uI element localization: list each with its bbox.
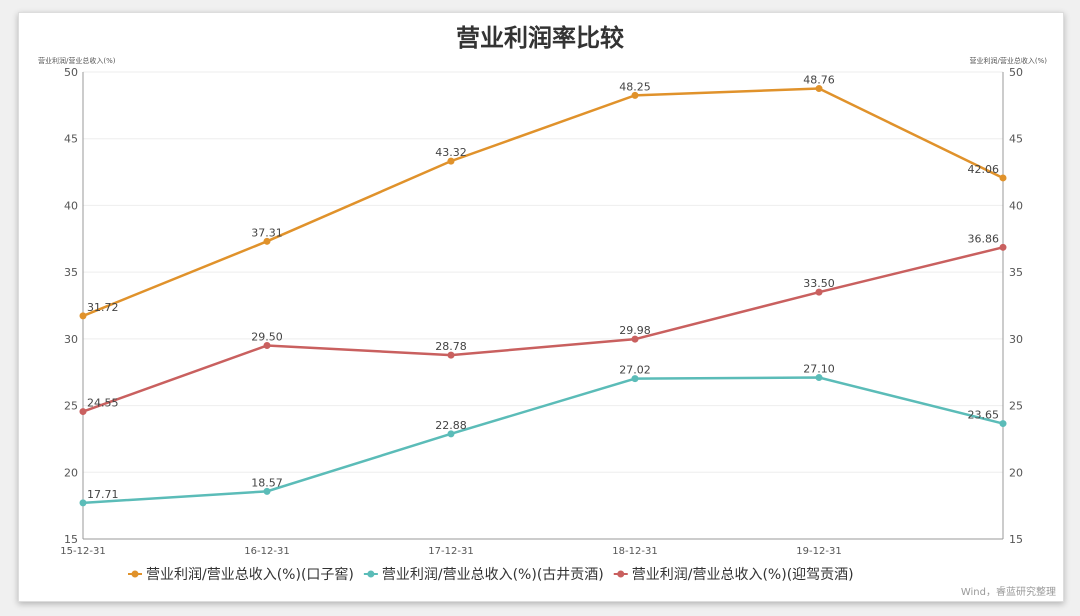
data-point bbox=[263, 342, 271, 350]
series-line bbox=[82, 87, 1004, 318]
data-point bbox=[631, 91, 639, 99]
legend-marker bbox=[367, 570, 375, 578]
legend-label: 营业利润/营业总收入(%)(迎驾贡酒) bbox=[632, 567, 854, 583]
y-tick-label-left: 35 bbox=[64, 266, 78, 279]
x-tick-label: 19-12-31 bbox=[796, 546, 841, 557]
x-tick-label: 17-12-31 bbox=[428, 546, 473, 557]
y-tick-label-left: 40 bbox=[64, 199, 78, 212]
series-line bbox=[82, 246, 1004, 413]
series-line bbox=[82, 376, 1004, 505]
data-label: 27.02 bbox=[619, 364, 651, 377]
y-tick-label-right: 30 bbox=[1009, 333, 1023, 346]
data-label: 18.57 bbox=[251, 476, 283, 489]
legend-label: 营业利润/营业总收入(%)(古井贡酒) bbox=[382, 567, 604, 583]
data-point bbox=[263, 487, 271, 495]
data-label: 28.78 bbox=[435, 340, 467, 353]
data-point bbox=[79, 408, 87, 416]
data-label: 27.10 bbox=[803, 363, 835, 376]
data-point bbox=[79, 499, 87, 507]
data-label: 48.25 bbox=[619, 80, 651, 93]
data-point bbox=[447, 430, 455, 438]
legend-label: 营业利润/营业总收入(%)(口子窖) bbox=[146, 566, 354, 583]
y-tick-label-right: 45 bbox=[1009, 133, 1023, 146]
data-point bbox=[815, 374, 823, 382]
data-label: 29.50 bbox=[251, 331, 283, 344]
data-label: 29.98 bbox=[619, 324, 651, 337]
data-point bbox=[447, 351, 455, 359]
y-tick-label-left: 25 bbox=[64, 400, 78, 413]
chart-title: 营业利润率比较 bbox=[456, 24, 624, 52]
y-tick-label-left: 50 bbox=[64, 66, 78, 79]
y-tick-label-left: 45 bbox=[64, 133, 78, 146]
chart-card bbox=[18, 12, 1064, 602]
data-label: 22.88 bbox=[435, 419, 467, 432]
y-tick-label-right: 40 bbox=[1009, 199, 1023, 212]
data-label: 17.71 bbox=[87, 488, 119, 501]
data-label: 48.76 bbox=[803, 74, 835, 87]
legend-marker bbox=[131, 570, 139, 578]
y-axis-title-right: 营业利润/营业总收入(%) bbox=[970, 56, 1048, 65]
data-label: 42.06 bbox=[968, 163, 1000, 176]
source-note: Wind，睿蓝研究整理 bbox=[960, 587, 1056, 598]
data-label: 33.50 bbox=[803, 277, 835, 290]
data-point bbox=[999, 174, 1007, 182]
y-tick-label-right: 50 bbox=[1009, 66, 1023, 79]
x-tick-label: 16-12-31 bbox=[244, 546, 289, 557]
data-label: 24.55 bbox=[87, 397, 119, 410]
y-tick-label-left: 20 bbox=[64, 466, 78, 479]
legend-marker bbox=[617, 570, 625, 578]
data-label: 36.86 bbox=[968, 232, 1000, 245]
y-tick-label-left: 30 bbox=[64, 333, 78, 346]
data-point bbox=[815, 288, 823, 296]
y-tick-label-right: 25 bbox=[1009, 400, 1023, 413]
y-tick-label-right: 15 bbox=[1009, 533, 1023, 546]
data-point bbox=[999, 420, 1007, 428]
data-point bbox=[263, 237, 271, 245]
data-point bbox=[631, 335, 639, 343]
data-label: 31.72 bbox=[87, 301, 119, 314]
x-tick-label: 18-12-31 bbox=[612, 546, 657, 557]
data-point bbox=[999, 243, 1007, 251]
data-label: 23.65 bbox=[968, 409, 1000, 422]
y-tick-label-left: 15 bbox=[64, 533, 78, 546]
data-point bbox=[631, 375, 639, 383]
data-point bbox=[815, 85, 823, 93]
y-tick-label-right: 20 bbox=[1009, 466, 1023, 479]
x-tick-label: 15-12-31 bbox=[60, 546, 105, 557]
y-axis-title-left: 营业利润/营业总收入(%) bbox=[38, 56, 116, 65]
data-point bbox=[79, 312, 87, 320]
data-point bbox=[447, 157, 455, 165]
y-tick-label-right: 35 bbox=[1009, 266, 1023, 279]
data-label: 43.32 bbox=[435, 146, 467, 159]
data-label: 37.31 bbox=[251, 226, 283, 239]
